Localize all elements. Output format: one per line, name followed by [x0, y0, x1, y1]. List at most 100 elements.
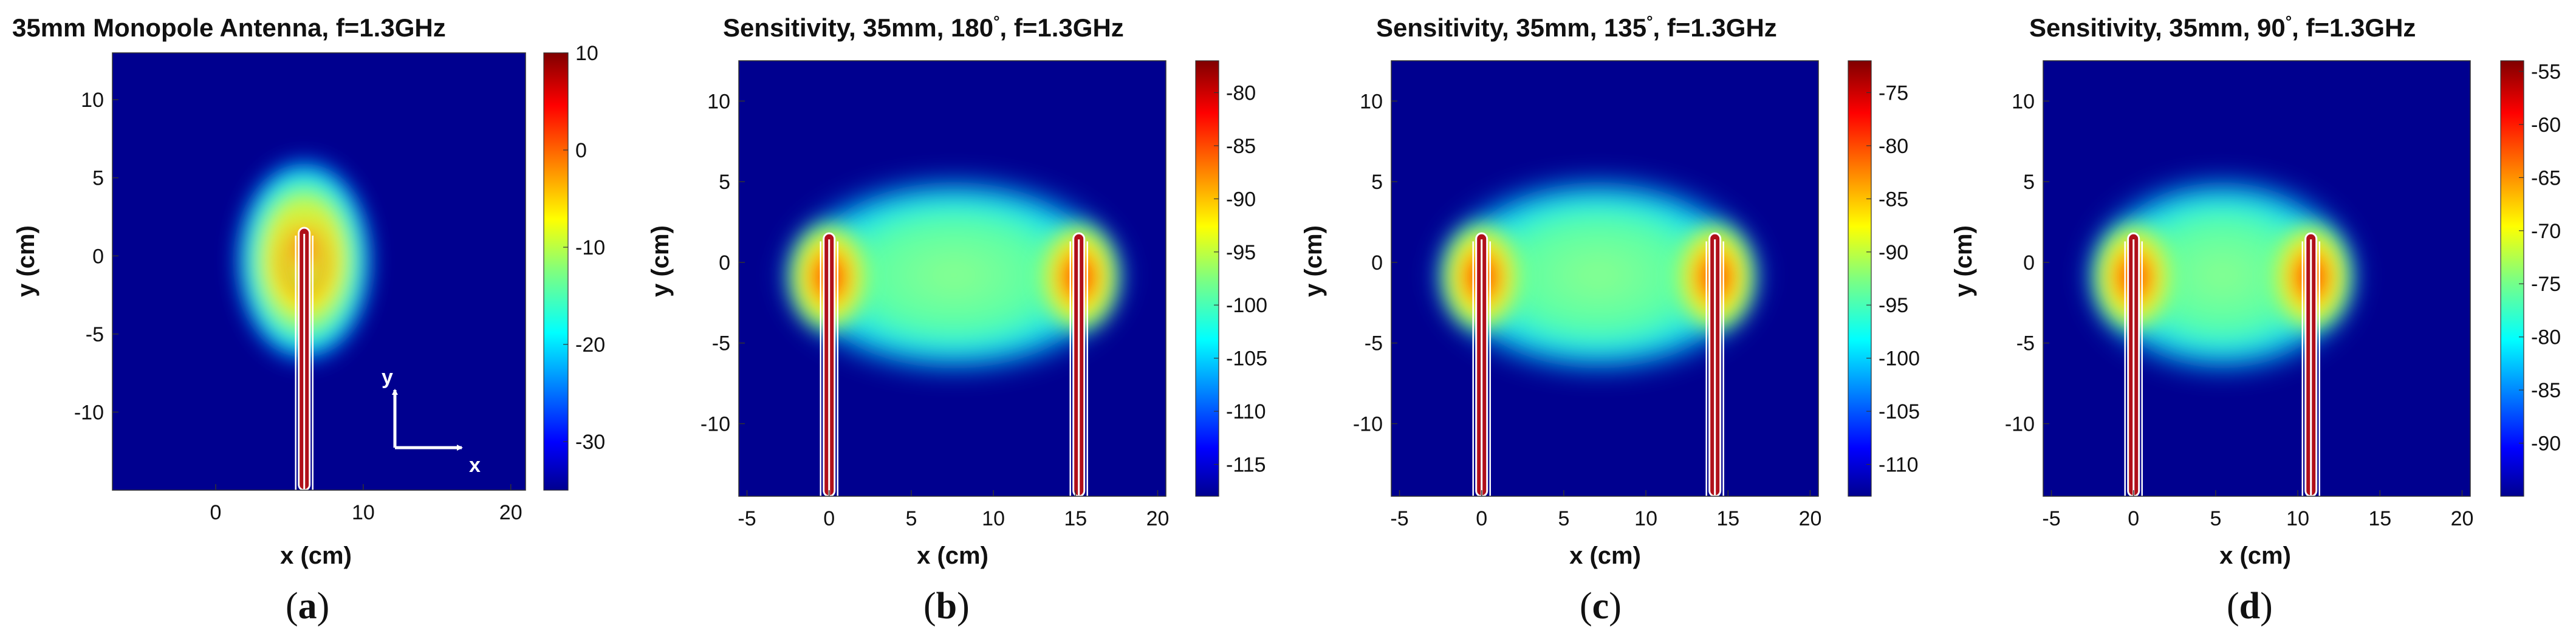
panel-b-title: Sensitivity, 35mm, 180°, f=1.3GHz [723, 12, 1124, 42]
y-tick-label: -10 [2005, 413, 2035, 436]
colorbar-tick-label: -85 [1879, 188, 1908, 211]
x-tick-label: 15 [1716, 507, 1739, 530]
field-envelope [776, 175, 1132, 375]
colorbar-tick-label: -105 [1879, 400, 1920, 423]
y-tick-label: 0 [2023, 251, 2035, 275]
x-tick-label: 5 [1558, 507, 1569, 530]
heatmap-field [2081, 175, 2363, 375]
panel-c-title: Sensitivity, 35mm, 135°, f=1.3GHz [1376, 12, 1777, 42]
x-tick-label: 10 [982, 507, 1005, 530]
colorbar-tick-label: -75 [1879, 81, 1908, 104]
y-tick-label: 5 [719, 171, 730, 194]
panel-c-ylabel: y (cm) [1300, 225, 1327, 297]
y-tick-label: -10 [701, 413, 730, 436]
y-tick-label: 0 [92, 245, 104, 268]
colorbar [1195, 60, 1219, 497]
x-tick-label: 0 [1476, 507, 1487, 530]
panel-d-plot: -5 0 5 10 15 20 10 5 0 -5 -10 -55 -60 -65 -70 -75 -80 -85… [2005, 60, 2561, 530]
panel-b-ylabel: y (cm) [647, 225, 674, 297]
plot-frame [112, 52, 526, 491]
panel-c-xlabel: x (cm) [1569, 542, 1641, 569]
colorbar-tick-label: -85 [2531, 379, 2561, 402]
y-tick-label: -10 [74, 401, 104, 424]
colorbar-tick-label: -80 [1879, 135, 1908, 158]
colorbar-tick-label: -65 [2531, 166, 2561, 190]
panel-b: Sensitivity, 35mm, 180°, f=1.3GHz -5 0 5 10… [647, 12, 1267, 627]
y-tick-label: 5 [1371, 171, 1383, 194]
colorbar [543, 52, 569, 491]
panel-c: Sensitivity, 35mm, 135°, f=1.3GHz -5 0 5 10… [1300, 12, 1920, 627]
panel-d-caption: (d) [2227, 586, 2273, 627]
panel-a-ylabel: y (cm) [13, 225, 39, 297]
panel-b-caption: (b) [923, 586, 970, 627]
colorbar [1848, 60, 1872, 497]
colorbar-tick-label: -90 [1879, 241, 1908, 264]
y-tick-label: 5 [2023, 171, 2035, 194]
y-tick-label: 10 [707, 90, 730, 113]
colorbar-tick-label: -115 [1226, 454, 1266, 477]
y-tick-label: 0 [1371, 251, 1383, 275]
colorbar [2500, 60, 2524, 497]
axis-arrow-y-label: y [382, 366, 393, 389]
colorbar-tick-label: -95 [1879, 294, 1908, 317]
y-tick-label: 10 [2012, 90, 2035, 113]
panel-d-xlabel: x (cm) [2219, 542, 2291, 569]
x-tick-label: -5 [2042, 507, 2060, 530]
x-tick-label: 15 [1064, 507, 1087, 530]
x-tick-label: 5 [905, 507, 917, 530]
panel-a-title: 35mm Monopole Antenna, f=1.3GHz [12, 13, 446, 42]
colorbar-tick-label: -105 [1226, 347, 1267, 371]
colorbar-tick-label: 10 [575, 42, 598, 65]
panel-d-ylabel: y (cm) [1950, 225, 1977, 297]
y-tick-label: -5 [2016, 332, 2035, 355]
axis-arrow-x-label: x [469, 454, 481, 477]
panel-a-caption: (a) [286, 586, 329, 627]
colorbar-tick-label: -80 [2531, 326, 2561, 349]
panel-a-plot: x y 0 10 20 10 5 0 -5 -10 10 0 -10 -20 -30 [74, 42, 605, 524]
x-tick-label: 0 [823, 507, 835, 530]
panel-c-plot: -5 0 5 10 15 20 10 5 0 -5 -10 -75 -80 -85 -90 -95 -100 -1… [1353, 60, 1920, 530]
colorbar-tick-label: -70 [2531, 220, 2561, 243]
y-tick-label: -5 [1365, 332, 1383, 355]
x-tick-label: 20 [2451, 507, 2474, 530]
x-tick-label: 20 [1146, 507, 1170, 530]
y-tick-label: -5 [712, 332, 730, 355]
x-tick-label: 10 [1634, 507, 1657, 530]
y-tick-label: 5 [92, 167, 104, 190]
colorbar-tick-label: -110 [1879, 454, 1919, 477]
colorbar-tick-label: -30 [575, 431, 605, 454]
panel-b-plot: -5 0 5 10 15 20 10 5 0 -5 -10 -80 -85 -90 -95 -100 -105 -… [701, 60, 1267, 530]
colorbar-tick-label: -55 [2531, 60, 2561, 83]
colorbar-tick-label: -80 [1226, 81, 1256, 104]
colorbar-tick-label: -90 [2531, 432, 2561, 456]
x-tick-label: 20 [1799, 507, 1822, 530]
x-tick-label: -5 [1390, 507, 1408, 530]
plot-frame [2043, 60, 2471, 497]
panel-a-xlabel: x (cm) [280, 542, 352, 569]
colorbar-tick-label: 0 [575, 139, 587, 162]
y-tick-label: -5 [86, 323, 104, 346]
colorbar-tick-label: -20 [575, 333, 605, 357]
y-tick-label: -10 [1353, 413, 1383, 436]
panel-d-title: Sensitivity, 35mm, 90°, f=1.3GHz [2029, 12, 2416, 42]
panel-d: Sensitivity, 35mm, 90°, f=1.3GHz -5 0 5 10 1… [1950, 12, 2561, 627]
x-tick-label: 15 [2368, 507, 2391, 530]
panel-c-caption: (c) [1580, 586, 1622, 627]
y-tick-label: 10 [1360, 90, 1383, 113]
colorbar-tick-label: -100 [1879, 347, 1920, 371]
field-envelope [1429, 175, 1768, 375]
colorbar-tick-label: -110 [1226, 400, 1266, 423]
x-tick-label: 20 [499, 501, 522, 524]
colorbar-tick-label: -85 [1226, 135, 1256, 158]
plot-frame [738, 60, 1166, 497]
x-tick-label: 0 [210, 501, 222, 524]
x-tick-label: 0 [2128, 507, 2139, 530]
colorbar-tick-label: -60 [2531, 114, 2561, 137]
y-tick-label: 0 [719, 251, 730, 275]
x-tick-label: -5 [738, 507, 756, 530]
colorbar-tick-label: -10 [575, 236, 605, 259]
colorbar-tick-label: -75 [2531, 273, 2561, 296]
x-tick-label: 10 [352, 501, 375, 524]
plot-frame [1391, 60, 1819, 497]
